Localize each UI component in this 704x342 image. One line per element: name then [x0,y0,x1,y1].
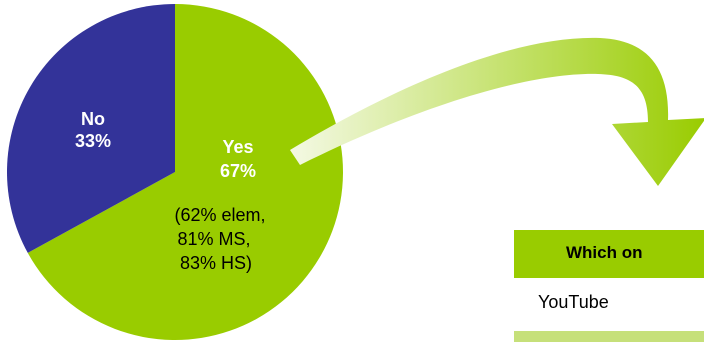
yes-slice-breakdown-ms: 81% MS, [177,229,250,249]
yes-slice-percent: 67% [220,161,256,181]
table-row-band [514,331,704,342]
pie-slice-no [7,4,176,253]
curved-arrow-icon [290,37,704,186]
pie-labels: No 33% Yes 67% (62% elem, 81% MS, 83% HS… [75,109,266,273]
table-row-youtube: YouTube [538,292,609,312]
table-header-text: Which on [566,243,643,262]
yes-slice-label: Yes [222,137,253,157]
no-slice-percent: 33% [75,131,111,151]
yes-slice-breakdown-hs: 83% HS) [180,253,252,273]
pie-slice-yes [27,4,343,341]
no-slice-label: No [81,109,105,129]
pie-slices [7,4,343,341]
table-header-cell [514,230,704,278]
yes-slice-breakdown-elem: (62% elem, [174,205,265,225]
